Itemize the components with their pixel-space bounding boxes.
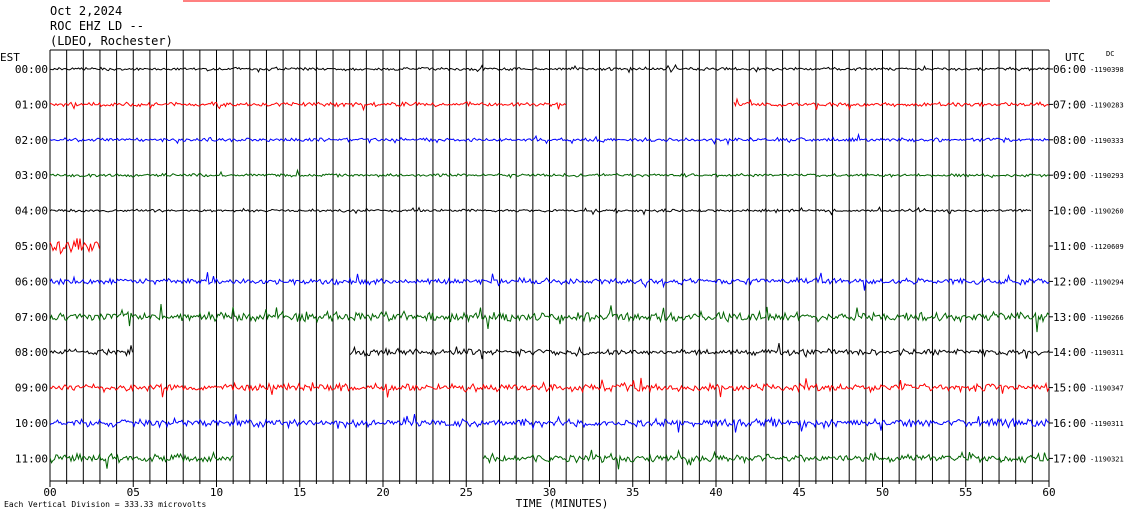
x-tick-label: 55 <box>959 486 972 499</box>
dc-axis-label: DC <box>1106 50 1114 58</box>
trace-1100 <box>49 449 1050 470</box>
trace-0000 <box>49 63 1050 74</box>
utc-row-label: 15:00 <box>1053 382 1086 395</box>
dc-offset-label: -1190333 <box>1090 137 1124 145</box>
dc-offset-label: -1190293 <box>1090 172 1124 180</box>
utc-row-label: 16:00 <box>1053 417 1086 430</box>
dc-offset-label: -1190321 <box>1090 455 1124 463</box>
dc-offset-label: -1190398 <box>1090 66 1124 74</box>
dc-offset-label: -1190283 <box>1090 101 1124 109</box>
x-tick-label: 35 <box>626 486 639 499</box>
trace-0700 <box>49 303 1050 333</box>
utc-row-label: 10:00 <box>1053 205 1086 218</box>
est-row-label: 08:00 <box>15 346 48 359</box>
dc-offset-label: -1190266 <box>1090 314 1124 322</box>
trace-0100 <box>49 97 1050 112</box>
trace-0200 <box>49 132 1050 146</box>
est-row-label: 04:00 <box>15 205 48 218</box>
x-tick-label: 15 <box>293 486 306 499</box>
utc-axis-label: UTC <box>1065 51 1085 64</box>
est-axis-label: EST <box>0 51 20 64</box>
x-tick-label: 10 <box>210 486 223 499</box>
scale-note: Each Vertical Division = 333.33 microvol… <box>4 500 207 509</box>
est-row-label: 03:00 <box>15 169 48 182</box>
dc-offset-label: -1190311 <box>1090 420 1124 428</box>
est-row-label: 02:00 <box>15 134 48 147</box>
x-tick-label: 60 <box>1042 486 1055 499</box>
trace-0500 <box>49 238 100 255</box>
dc-offset-label: -1190347 <box>1090 385 1124 393</box>
station-code: ROC EHZ LD -- <box>50 19 144 33</box>
x-tick-label: 00 <box>43 486 56 499</box>
trace-1000 <box>49 414 1050 433</box>
est-row-label: 07:00 <box>15 311 48 324</box>
x-axis-label: TIME (MINUTES) <box>516 497 609 510</box>
chart-date: Oct 2,2024 <box>50 4 123 18</box>
est-row-label: 05:00 <box>15 240 48 253</box>
trace-0900 <box>49 377 1050 398</box>
trace-0400 <box>49 206 1032 216</box>
x-tick-label: 50 <box>876 486 889 499</box>
est-row-label: 00:00 <box>15 63 48 76</box>
utc-row-label: 17:00 <box>1053 452 1086 465</box>
x-tick-label: 30 <box>543 486 556 499</box>
plot-grid <box>49 50 1050 481</box>
est-row-label: 09:00 <box>15 382 48 395</box>
dc-offset-label: -1190294 <box>1090 278 1124 286</box>
traces <box>49 63 1050 470</box>
x-tick-label: 40 <box>709 486 722 499</box>
trace-0300 <box>49 168 1050 179</box>
x-tick-label: 05 <box>127 486 140 499</box>
utc-row-label: 06:00 <box>1053 63 1086 76</box>
utc-row-label: 08:00 <box>1053 134 1086 147</box>
est-row-label: 10:00 <box>15 417 48 430</box>
trace-0800 <box>49 343 1050 360</box>
est-row-label: 06:00 <box>15 275 48 288</box>
x-tick-label: 25 <box>460 486 473 499</box>
trace-0600 <box>49 272 1050 291</box>
plot-axes: 00 05 10 15 20 25 30 35 40 45 50 55 60 00:00 06:00 -119… <box>15 49 1124 499</box>
utc-row-label: 07:00 <box>1053 98 1086 111</box>
utc-row-label: 13:00 <box>1053 311 1086 324</box>
dc-offset-label: -1190311 <box>1090 349 1124 357</box>
est-row-label: 11:00 <box>15 452 48 465</box>
x-tick-label: 45 <box>793 486 806 499</box>
est-row-label: 01:00 <box>15 98 48 111</box>
utc-row-label: 11:00 <box>1053 240 1086 253</box>
utc-row-label: 14:00 <box>1053 346 1086 359</box>
x-tick-label: 20 <box>376 486 389 499</box>
dc-offset-label: -1120609 <box>1090 243 1124 251</box>
utc-row-label: 09:00 <box>1053 169 1086 182</box>
dc-offset-label: -1190260 <box>1090 208 1124 216</box>
utc-row-label: 12:00 <box>1053 275 1086 288</box>
station-network: (LDEO, Rochester) <box>50 34 173 48</box>
